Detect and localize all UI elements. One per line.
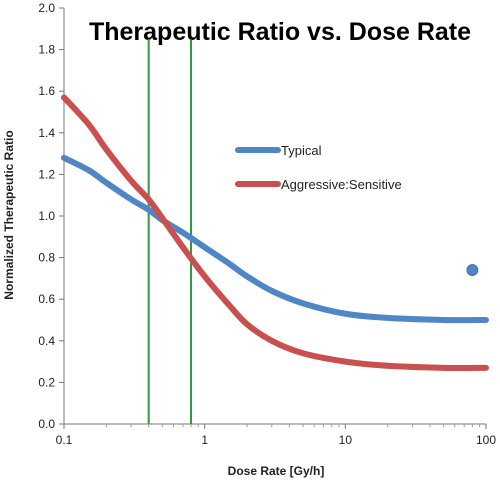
legend-label-typical: Typical bbox=[281, 143, 322, 158]
x-tick-label: 0.1 bbox=[56, 433, 73, 447]
y-tick-label: 2.0 bbox=[38, 1, 55, 15]
y-tick-label: 0.6 bbox=[38, 292, 55, 306]
x-tick-label: 10 bbox=[339, 433, 353, 447]
legend-label-aggressive-sensitive: Aggressive:Sensitive bbox=[281, 177, 402, 192]
y-tick-label: 1.6 bbox=[38, 84, 55, 98]
x-axis-label: Dose Rate [Gy/h] bbox=[228, 464, 325, 478]
y-tick-label: 1.2 bbox=[38, 167, 55, 181]
y-tick-label: 0.2 bbox=[38, 375, 55, 389]
y-tick-label: 1.0 bbox=[38, 209, 55, 223]
plot-area: 0.0 0.2 0.4 0.6 0.8 1.0 1.2 1.4 1.6 1.8 2.0 0.1 1 10 1… bbox=[38, 1, 496, 447]
y-tick-label: 0.8 bbox=[38, 251, 55, 265]
data-point-marker bbox=[466, 264, 479, 276]
y-tick-label: 1.8 bbox=[38, 43, 55, 57]
y-axis-label: Normalized Therapeutic Ratio bbox=[2, 130, 16, 299]
series-line-typical bbox=[61, 154, 489, 324]
y-tick-label: 0.4 bbox=[38, 334, 55, 348]
legend: Typical Aggressive:Sensitive bbox=[235, 143, 402, 192]
x-tick-label: 100 bbox=[476, 433, 496, 447]
chart-title: Therapeutic Ratio vs. Dose Rate bbox=[89, 18, 471, 46]
x-tick-label: 1 bbox=[201, 433, 208, 447]
y-tick-label: 0.0 bbox=[38, 417, 55, 431]
y-tick-label: 1.4 bbox=[38, 126, 55, 140]
series-line-aggressive-sensitive bbox=[61, 94, 489, 371]
